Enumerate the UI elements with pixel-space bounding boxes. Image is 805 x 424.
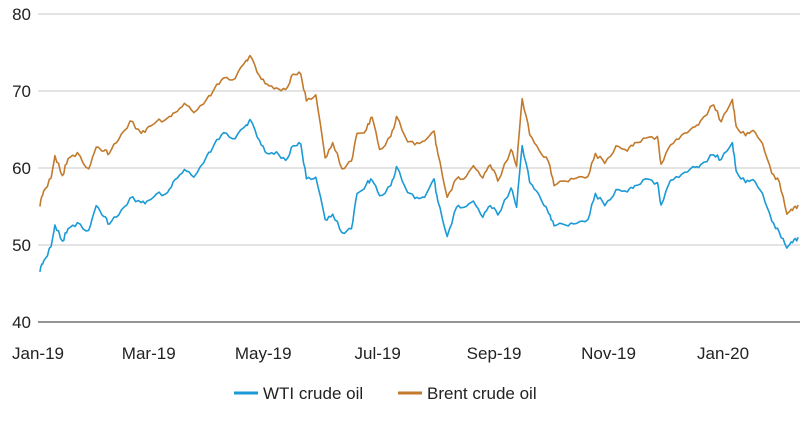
legend: WTI crude oil Brent crude oil (234, 384, 537, 403)
series-line-wti (39, 118, 799, 273)
series-lines (39, 54, 799, 273)
x-tick-label: May-19 (235, 344, 292, 363)
grid-lines (38, 13, 800, 323)
y-tick-label: 80 (12, 5, 31, 24)
y-tick-label: 40 (12, 313, 31, 332)
x-tick-label: Nov-19 (581, 344, 636, 363)
legend-label: Brent crude oil (427, 384, 537, 403)
series-line-brent (39, 54, 799, 215)
x-axis-tick-labels: Jan-19 Mar-19 May-19 Jul-19 Sep-19 Nov-19 Jan-… (12, 344, 749, 363)
y-tick-label: 60 (12, 159, 31, 178)
x-tick-label: Mar-19 (122, 344, 176, 363)
x-tick-label: Jul-19 (355, 344, 401, 363)
x-tick-label: Jan-19 (12, 344, 64, 363)
legend-label: WTI crude oil (263, 384, 363, 403)
y-tick-label: 50 (12, 236, 31, 255)
y-axis-tick-labels: 40 50 60 70 80 (12, 5, 31, 332)
y-tick-label: 70 (12, 82, 31, 101)
x-tick-label: Jan-20 (697, 344, 749, 363)
x-tick-label: Sep-19 (467, 344, 522, 363)
